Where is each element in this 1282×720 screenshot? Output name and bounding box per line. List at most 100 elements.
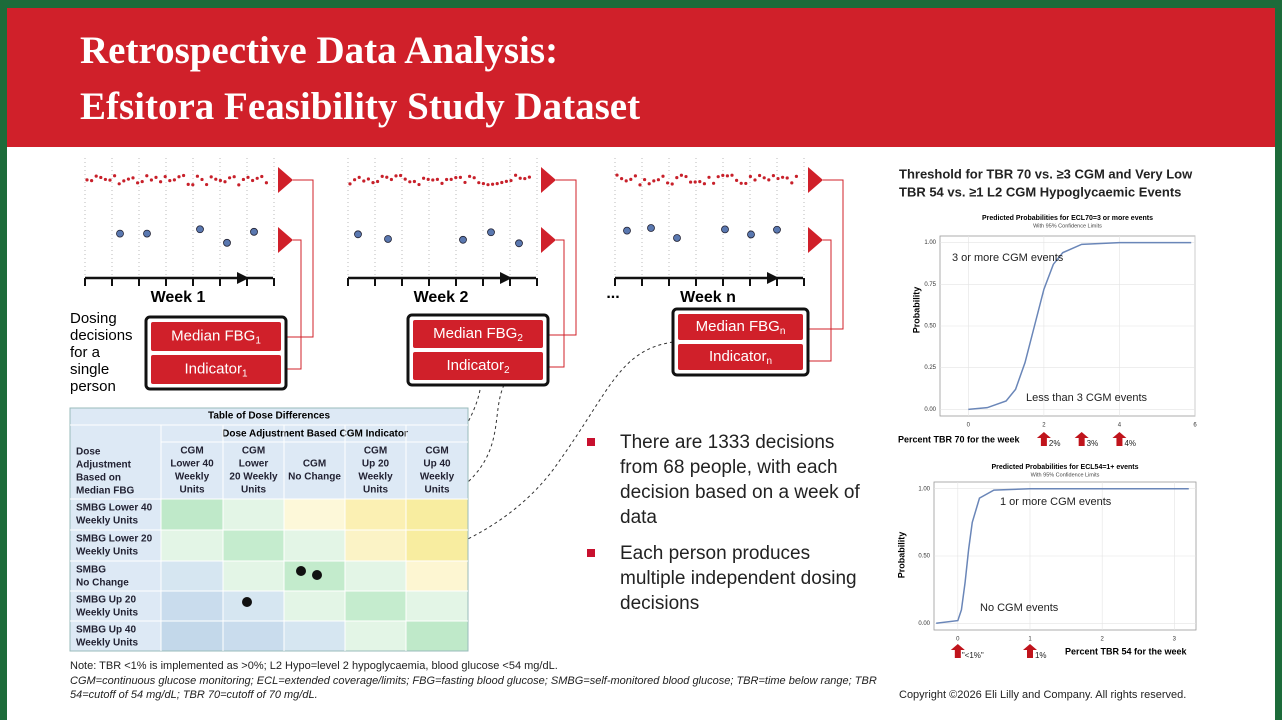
- glucose-dot: [362, 179, 366, 183]
- annotation: 3 or more CGM events: [952, 252, 1064, 264]
- glucose-dot: [716, 175, 720, 179]
- decision-name: Median FBG: [696, 318, 780, 335]
- glucose-dot: [481, 181, 485, 186]
- threshold-label: 3%: [1087, 439, 1099, 448]
- row-header: SMBG Lower 20: [76, 534, 153, 545]
- connector-line: [286, 239, 302, 370]
- week-label: Week n: [680, 289, 736, 306]
- column-header: Units: [425, 485, 450, 496]
- bullet: There are 1333 decisions from 68 people,…: [587, 430, 870, 530]
- glucose-dot: [776, 176, 780, 181]
- annotation: 1 or more CGM events: [1000, 496, 1112, 508]
- threshold-arrow: [950, 644, 965, 658]
- row-header: SMBG Up 40: [76, 625, 136, 636]
- person-label: for a: [70, 344, 101, 361]
- y-tick-label: 0.75: [924, 282, 936, 288]
- glucose-dot: [371, 180, 375, 185]
- x-tick-label: 0: [956, 637, 960, 643]
- column-header: Units: [180, 485, 205, 496]
- glucose-dot: [435, 177, 439, 181]
- glucose-dot: [399, 173, 403, 178]
- table-dot: [242, 597, 252, 607]
- glucose-dot: [380, 174, 384, 178]
- y-tick-label: 0.50: [918, 554, 930, 560]
- decision-button: [413, 320, 543, 348]
- glucose-dot: [440, 181, 444, 185]
- person-label: Dosing: [70, 310, 117, 327]
- timeline-arrow: [767, 272, 779, 284]
- threshold-label: "<1%": [962, 651, 984, 660]
- glucose-dot: [748, 174, 753, 179]
- fbg-dot: [747, 230, 755, 239]
- glucose-dot: [771, 174, 776, 178]
- charts-heading: Threshold for TBR 70 vs. ≥3 CGM and Very…: [899, 166, 1193, 181]
- probability-curve: [968, 241, 1192, 411]
- connector: [317, 341, 674, 575]
- y-tick-label: 0.00: [918, 621, 930, 627]
- table-cell: [406, 499, 468, 530]
- chart-subtitle: With 95% Confidence Limits: [1031, 472, 1100, 478]
- row-header-title: Median FBG: [76, 486, 135, 497]
- decision-text: Indicator2: [446, 357, 510, 376]
- column-header: No Change: [288, 472, 341, 483]
- glucose-dot: [431, 178, 435, 182]
- glucose-dot: [643, 177, 647, 182]
- glucose-dot: [514, 173, 518, 177]
- glucose-dot: [504, 179, 508, 184]
- glucose-dot: [122, 179, 126, 183]
- y-axis-label: Probability: [896, 532, 906, 579]
- table-cell: [223, 561, 284, 591]
- glucose-dot: [491, 182, 495, 186]
- y-axis-label: Probability: [911, 287, 921, 334]
- glucose-dot: [698, 180, 702, 184]
- decision-button: [413, 352, 543, 380]
- glucose-dot: [200, 177, 204, 182]
- fbg-dot: [773, 225, 781, 234]
- glucose-dot: [509, 178, 513, 183]
- row-header: Weekly Units: [76, 516, 138, 527]
- decision-subscript: n: [766, 356, 772, 367]
- glucose-dot: [472, 176, 476, 180]
- row-header: Weekly Units: [76, 547, 138, 558]
- glucose-dot: [232, 175, 236, 179]
- glucose-dot: [652, 179, 656, 183]
- glucose-dot: [762, 176, 766, 180]
- signal-triangle: [278, 167, 293, 193]
- glucose-dot: [108, 178, 112, 182]
- x-tick-label: 6: [1193, 423, 1197, 429]
- glucose-dot: [458, 175, 462, 179]
- glucose-dot: [255, 176, 259, 180]
- column-header: CGM: [425, 446, 448, 457]
- decision-subscript: 2: [504, 365, 510, 376]
- person-label: person: [70, 378, 116, 395]
- signal-triangle: [541, 227, 556, 253]
- threshold-arrow: [1036, 432, 1051, 446]
- fbg-dot: [250, 227, 258, 236]
- table-cell: [345, 621, 406, 651]
- glucose-dot: [670, 182, 674, 186]
- table-cell: [406, 530, 468, 561]
- connector-line: [808, 179, 844, 330]
- glucose-dot: [140, 179, 144, 184]
- glucose-dot: [523, 176, 527, 181]
- decision-text: Median FBG1: [171, 327, 261, 346]
- decision-text: Median FBG2: [433, 325, 523, 344]
- row-header-title: Based on: [76, 473, 121, 484]
- table-dot: [296, 566, 306, 576]
- table-cell: [345, 591, 406, 621]
- column-header: Lower: [239, 459, 269, 470]
- connector-line: [286, 179, 314, 338]
- y-tick-label: 0.50: [924, 324, 936, 330]
- glucose-dot: [781, 175, 785, 179]
- glucose-dot: [767, 178, 771, 182]
- decision-text: Median FBGn: [696, 318, 786, 337]
- table-cell: [284, 621, 345, 651]
- signal-triangle: [541, 167, 556, 193]
- fbg-dot: [459, 235, 467, 244]
- glucose-dot: [228, 176, 232, 180]
- x-tick-label: 4: [1118, 423, 1122, 429]
- decision-text: Indicator1: [184, 360, 248, 379]
- glucose-dot: [136, 181, 140, 185]
- glucose-dot: [454, 176, 458, 180]
- week-label: Week 2: [414, 289, 469, 306]
